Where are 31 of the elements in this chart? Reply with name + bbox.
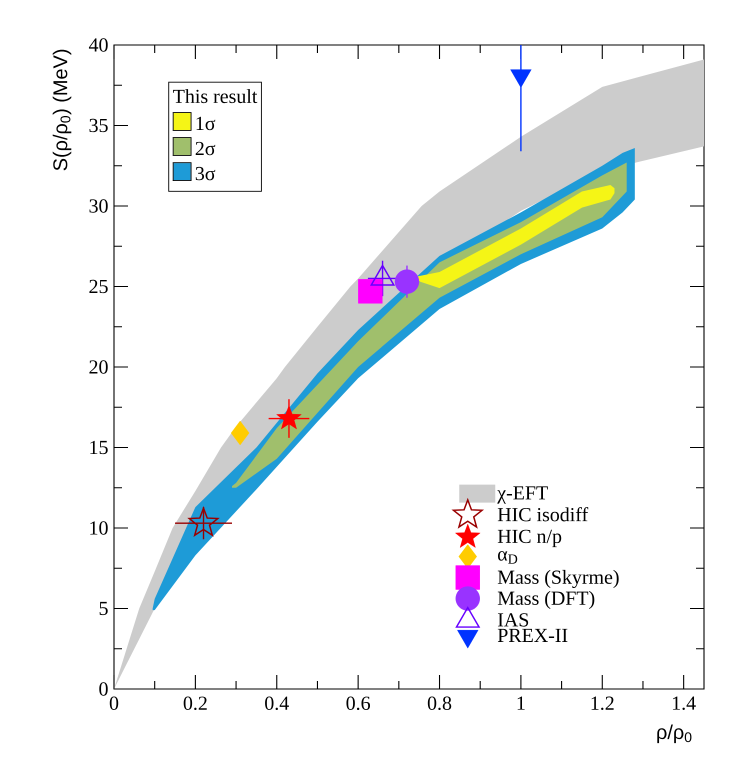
legend-label: α$_{D}$ xyxy=(498,551,518,564)
x-tick-label: 0.2 xyxy=(184,696,207,710)
legend-label: IAS xyxy=(498,613,528,627)
x-tick-label: 1.4 xyxy=(672,696,696,710)
y-tick-label: 20 xyxy=(89,360,108,374)
y-tick-label: 40 xyxy=(88,38,108,52)
y-tick-label: 0 xyxy=(99,682,108,696)
legend-label: χ-EFT xyxy=(497,486,548,504)
x-tick-label: 0.8 xyxy=(428,696,452,710)
y-tick-label: 10 xyxy=(90,521,108,535)
y-axis-title: S(ρ/ρ$_{0}$) (MeV) xyxy=(52,50,72,170)
legend-label: Mass (Skyrme) xyxy=(498,570,619,588)
legend-label: HIC isodiff xyxy=(498,507,588,522)
legend-label: 3σ xyxy=(196,166,216,180)
legend-label: 1σ xyxy=(196,116,216,130)
legend-label: 2σ xyxy=(196,142,216,156)
legend-label: HIC n/p xyxy=(498,530,562,548)
y-tick-label: 5 xyxy=(100,602,108,616)
legend-title: This result xyxy=(173,89,258,104)
y-tick-label: 15 xyxy=(90,440,108,454)
x-tick-label: 0.6 xyxy=(346,696,370,710)
x-tick-label: 1.2 xyxy=(592,696,614,710)
x-tick-label: 0.4 xyxy=(265,696,289,710)
x-tick-label: 0 xyxy=(110,696,118,710)
x-axis-title: ρ/ρ$_{0}$ xyxy=(657,724,692,744)
y-tick-label: 30 xyxy=(90,199,108,213)
y-tick-label: 25 xyxy=(89,280,108,294)
x-tick-label: 1 xyxy=(518,696,525,710)
legend-label: PREX-II xyxy=(498,628,568,642)
y-tick-label: 35 xyxy=(90,118,108,132)
legend-label: Mass (DFT) xyxy=(498,590,594,609)
